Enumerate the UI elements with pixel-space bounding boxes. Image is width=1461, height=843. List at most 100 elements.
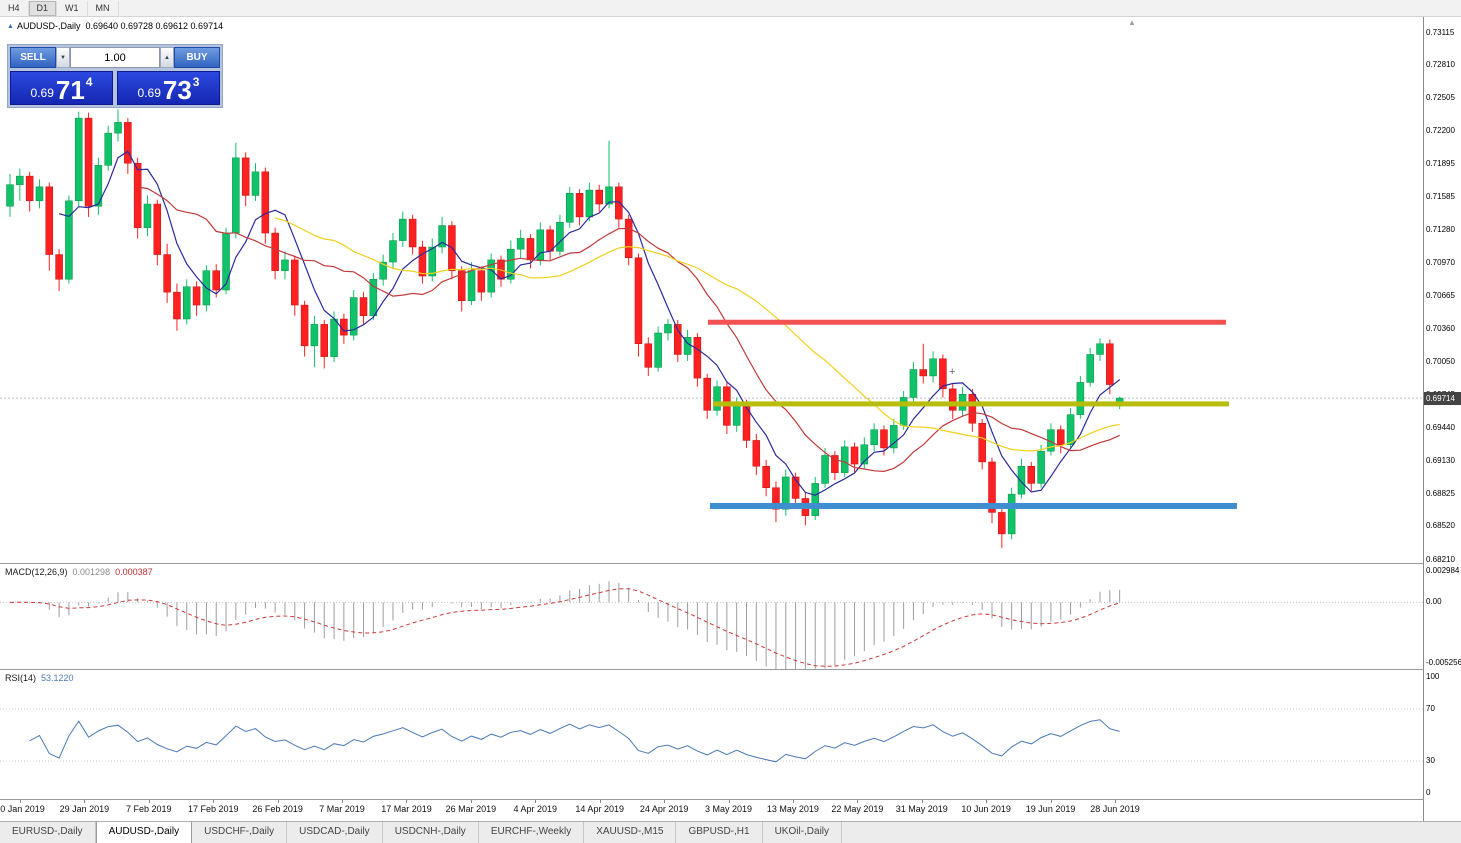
date-tick bbox=[470, 800, 472, 803]
axis-label: 0.72810 bbox=[1426, 60, 1455, 70]
tab-xauusd-m15[interactable]: XAUUSD-,M15 bbox=[584, 822, 677, 843]
axis-label: 0.70970 bbox=[1426, 258, 1455, 268]
date-label: 7 Feb 2019 bbox=[126, 804, 172, 814]
date-tick bbox=[728, 800, 730, 803]
date-label: 19 Jun 2019 bbox=[1025, 804, 1076, 814]
buy-price-prefix: 0.69 bbox=[137, 86, 161, 100]
date-tick bbox=[342, 800, 344, 803]
sell-price-prefix: 0.69 bbox=[30, 86, 54, 100]
date-label: 14 Apr 2019 bbox=[575, 804, 624, 814]
current-price-badge: 0.69714 bbox=[1424, 392, 1461, 406]
sell-button[interactable]: SELL bbox=[10, 47, 56, 68]
date-tick bbox=[1115, 800, 1116, 803]
tab-usdchf-daily[interactable]: USDCHF-,Daily bbox=[192, 822, 288, 843]
date-tick bbox=[599, 800, 601, 803]
date-tick bbox=[664, 800, 666, 803]
axis-label: 30 bbox=[1426, 756, 1435, 765]
chart-ohlc-values: 0.69640 0.69728 0.69612 0.69714 bbox=[85, 21, 224, 31]
date-tick bbox=[792, 800, 794, 803]
axis-label: 100 bbox=[1426, 672, 1440, 681]
axis-label: 0 bbox=[1426, 788, 1431, 797]
buy-price-display[interactable]: 0.69 73 3 bbox=[117, 71, 220, 105]
date-label: 24 Apr 2019 bbox=[639, 804, 689, 814]
buy-price-point: 3 bbox=[192, 75, 200, 89]
chart-symbol-label: AUDUSD-,Daily bbox=[16, 21, 81, 31]
date-tick bbox=[20, 800, 21, 803]
macd-chart-canvas[interactable] bbox=[0, 564, 1423, 670]
buy-button[interactable]: BUY bbox=[174, 47, 220, 68]
rsi-chart-canvas[interactable] bbox=[0, 670, 1423, 800]
chart-title: ▲ AUDUSD-,Daily 0.69640 0.69728 0.69612 0.… bbox=[7, 21, 223, 31]
macd-name: MACD(12,26,9) bbox=[5, 567, 68, 577]
date-tick bbox=[1050, 800, 1052, 803]
date-label: 3 May 2019 bbox=[705, 804, 753, 814]
date-label: 28 Jun 2019 bbox=[1090, 804, 1140, 814]
pane-separator bbox=[0, 799, 1461, 800]
axis-label: 0.70050 bbox=[1426, 356, 1455, 366]
axis-label: 0.00 bbox=[1426, 597, 1442, 607]
date-label: 20 Jan 2019 bbox=[0, 804, 45, 814]
date-label: 26 Mar 2019 bbox=[445, 804, 497, 814]
date-tick bbox=[213, 800, 215, 803]
date-tick bbox=[921, 800, 923, 803]
axis-label: 0.71585 bbox=[1426, 192, 1455, 202]
axis-label: -0.005256 bbox=[1426, 658, 1461, 667]
tab-usdcnh-daily[interactable]: USDCNH-,Daily bbox=[383, 822, 479, 843]
tab-eurusd-daily[interactable]: EURUSD-,Daily bbox=[0, 822, 96, 843]
date-label: 26 Feb 2019 bbox=[252, 804, 303, 814]
date-tick bbox=[148, 800, 150, 803]
date-tick bbox=[535, 800, 537, 803]
date-label: 13 May 2019 bbox=[766, 804, 819, 814]
tab-eurchf-weekly[interactable]: EURCHF-,Weekly bbox=[479, 822, 585, 843]
tab-usdcad-daily[interactable]: USDCAD-,Daily bbox=[287, 822, 383, 843]
axis-label: 70 bbox=[1426, 704, 1435, 713]
axis-label: 0.68520 bbox=[1426, 521, 1455, 531]
rsi-value: 53.1220 bbox=[41, 673, 74, 683]
volume-input[interactable]: 1.00 bbox=[70, 47, 160, 68]
timeframe-d1-button[interactable]: D1 bbox=[28, 0, 58, 16]
date-tick bbox=[406, 800, 408, 803]
chart-tab-bar: EURUSD-,Daily AUDUSD-,Daily USDCHF-,Dail… bbox=[0, 821, 1461, 843]
date-label: 4 Apr 2019 bbox=[513, 804, 558, 814]
tab-ukoil-daily[interactable]: UKOil-,Daily bbox=[763, 822, 843, 843]
date-label: 29 Jan 2019 bbox=[59, 804, 110, 814]
sell-price-display[interactable]: 0.69 71 4 bbox=[10, 71, 113, 105]
date-tick bbox=[986, 800, 988, 803]
axis-label: 0.70665 bbox=[1426, 290, 1455, 300]
rsi-indicator-label: RSI(14) 53.1220 bbox=[5, 673, 74, 683]
date-label: 17 Feb 2019 bbox=[187, 804, 239, 814]
pane-separator bbox=[0, 669, 1461, 670]
volume-decrement-button[interactable]: ▼ bbox=[56, 47, 70, 68]
pane-separator bbox=[0, 563, 1461, 564]
sell-price-pips: 71 bbox=[55, 75, 85, 105]
timeframe-mn-button[interactable]: MN bbox=[88, 0, 119, 16]
rsi-name: RSI(14) bbox=[5, 673, 37, 683]
axis-label: 0.71895 bbox=[1426, 158, 1455, 168]
price-chart-canvas[interactable] bbox=[0, 16, 1423, 564]
timeframe-toolbar: H4 D1 W1 MN bbox=[0, 0, 1461, 17]
axis-label: 0.69130 bbox=[1426, 455, 1455, 465]
date-tick bbox=[277, 800, 279, 803]
axis-label: 0.73115 bbox=[1426, 27, 1455, 37]
date-tick bbox=[857, 800, 859, 803]
axis-label: 0.71280 bbox=[1426, 224, 1455, 234]
timeframe-w1-button[interactable]: W1 bbox=[57, 0, 88, 16]
price-axis: 0.69714 0.73115 0.72810 0.72505 0.72200 0.71… bbox=[1423, 16, 1461, 821]
macd-signal-value: 0.000387 bbox=[115, 567, 153, 577]
chart-shift-marker-icon: ▲ bbox=[1128, 18, 1136, 27]
macd-indicator-label: MACD(12,26,9) 0.001298 0.000387 bbox=[5, 567, 153, 577]
date-label: 31 May 2019 bbox=[895, 804, 948, 814]
timeframe-h4-button[interactable]: H4 bbox=[0, 0, 29, 16]
macd-main-value: 0.001298 bbox=[72, 567, 111, 577]
axis-label: 0.70360 bbox=[1426, 323, 1455, 333]
date-axis: 20 Jan 2019 29 Jan 2019 7 Feb 2019 17 Feb 2… bbox=[0, 800, 1423, 821]
date-label: 17 Mar 2019 bbox=[381, 804, 432, 814]
tab-gbpusd-h1[interactable]: GBPUSD-,H1 bbox=[676, 822, 763, 843]
axis-label: 0.72505 bbox=[1426, 93, 1455, 103]
tab-audusd-daily[interactable]: AUDUSD-,Daily bbox=[95, 822, 193, 843]
cross-marker-icon: + bbox=[949, 366, 956, 378]
axis-label: 0.72200 bbox=[1426, 125, 1455, 135]
volume-increment-button[interactable]: ▲ bbox=[160, 47, 174, 68]
axis-label: 0.002984 bbox=[1426, 566, 1460, 575]
date-tick bbox=[84, 800, 86, 803]
